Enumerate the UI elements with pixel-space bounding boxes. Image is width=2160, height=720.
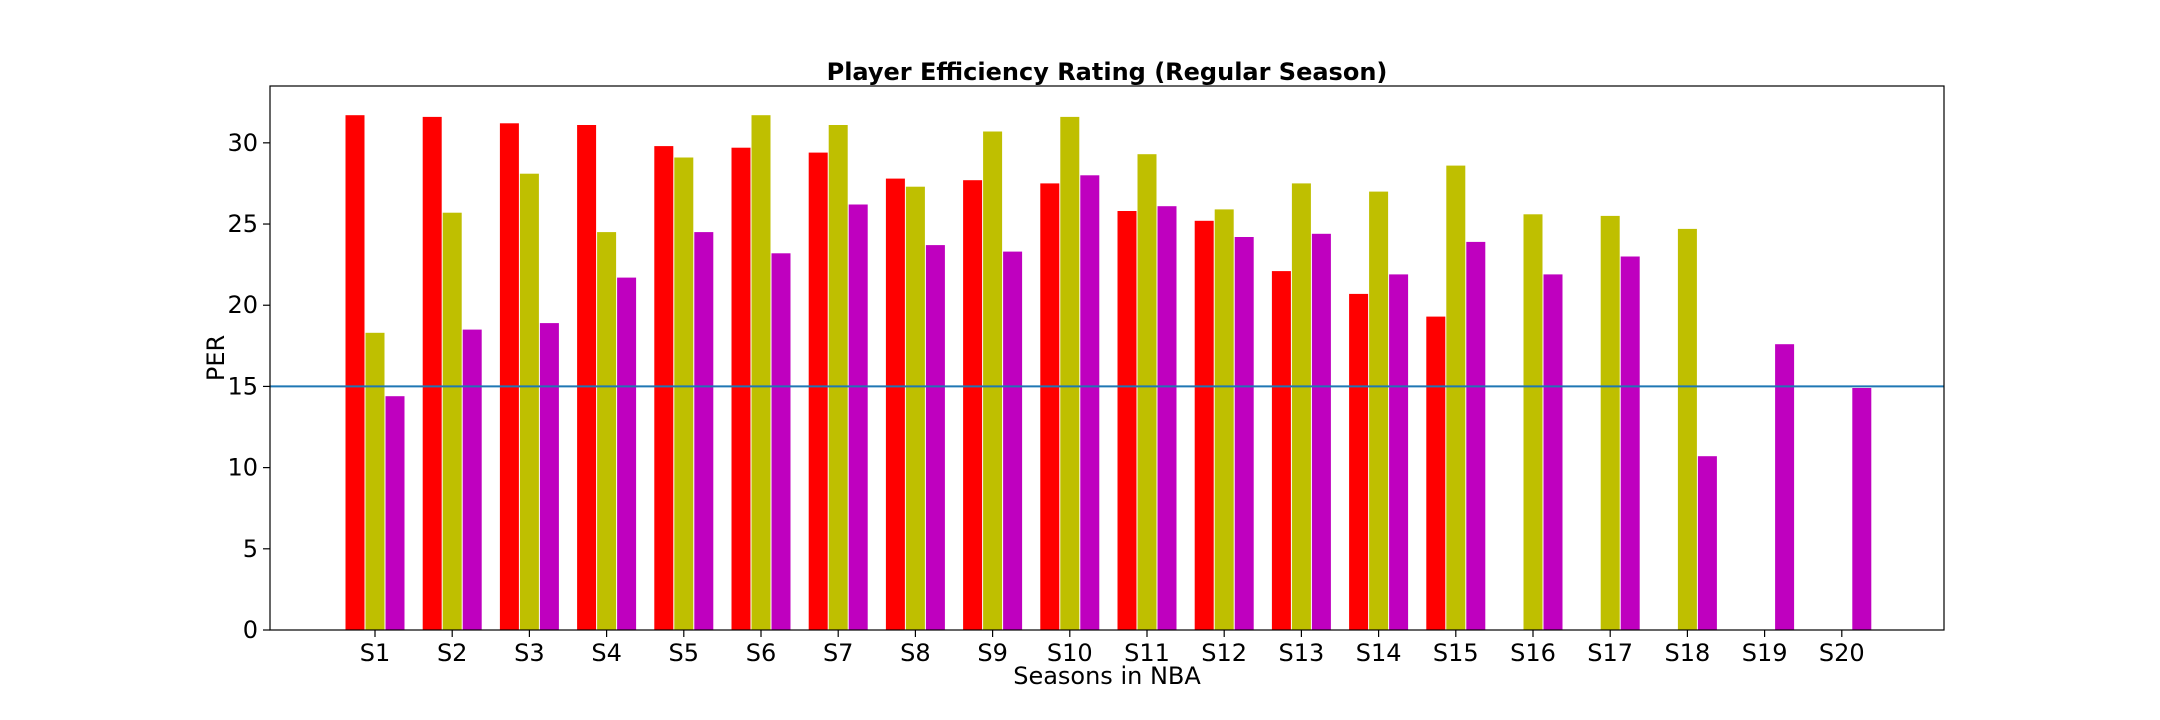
bar-s1-s10: [1040, 183, 1060, 630]
x-tick-label: S15: [1433, 639, 1479, 667]
bar-s3-s13: [1311, 233, 1331, 631]
bar-s1-s4: [577, 125, 597, 630]
bar-s3-s12: [1234, 237, 1254, 630]
x-tick-label: S17: [1587, 639, 1633, 667]
x-tick-label: S7: [823, 639, 854, 667]
bar-s3-s19: [1775, 344, 1795, 630]
bar-s3-s16: [1543, 274, 1563, 630]
plot-frame: [269, 85, 1945, 631]
x-tick-label: S9: [977, 639, 1008, 667]
bar-s3-s3: [539, 323, 559, 630]
bar-s2-s8: [905, 186, 925, 630]
bar-s3-s14: [1389, 274, 1409, 630]
bar-s3-s11: [1157, 206, 1177, 630]
x-axis-label: Seasons in NBA: [1013, 662, 1201, 690]
bar-s2-s14: [1369, 191, 1389, 630]
bar-s2-s2: [442, 212, 462, 630]
bar-s2-s5: [674, 157, 694, 630]
y-tick-label: 10: [227, 454, 258, 482]
bar-s1-s9: [963, 180, 983, 630]
x-axis: S1 S2 S3 S4 S5 S6 S7 S8 S9 S10 S11 S12 S13 S14 S15 S16 S…: [360, 630, 1865, 667]
chart-title: Player Efficiency Rating (Regular Season…: [827, 58, 1388, 86]
bars-group: [345, 115, 1872, 631]
bar-s3-s10: [1080, 175, 1100, 631]
x-tick-label: S4: [591, 639, 622, 667]
bar-s3-s18: [1697, 456, 1717, 630]
bar-s1-s6: [731, 147, 751, 630]
bar-s3-s2: [462, 329, 482, 630]
x-tick-label: S14: [1356, 639, 1402, 667]
x-tick-label: S19: [1742, 639, 1788, 667]
bar-s1-s14: [1349, 293, 1369, 630]
bar-s1-s13: [1271, 271, 1291, 630]
bar-s1-s7: [808, 152, 828, 630]
bar-s3-s6: [771, 253, 791, 631]
x-tick-label: S11: [1124, 639, 1170, 667]
y-tick-label: 30: [227, 129, 258, 157]
bar-s3-s15: [1466, 241, 1486, 630]
bar-s2-s17: [1600, 215, 1620, 630]
x-tick-label: S18: [1665, 639, 1711, 667]
bar-s2-s15: [1446, 165, 1466, 630]
y-tick-label: 25: [227, 210, 258, 238]
y-tick-label: 15: [227, 372, 258, 400]
bar-s1-s2: [422, 116, 442, 630]
bar-s2-s13: [1291, 183, 1311, 630]
x-tick-label: S3: [514, 639, 545, 667]
bar-s1-s11: [1117, 211, 1137, 630]
y-axis: 0 5 10 15 20 25 30: [227, 129, 270, 644]
x-tick-label: S10: [1047, 639, 1093, 667]
bar-s3-s17: [1620, 256, 1640, 630]
x-tick-label: S8: [900, 639, 931, 667]
bar-s1-s5: [654, 146, 674, 630]
bar-s2-s10: [1060, 116, 1080, 630]
x-tick-label: S5: [669, 639, 700, 667]
x-tick-label: S16: [1510, 639, 1556, 667]
bar-s1-s12: [1194, 220, 1214, 631]
bar-s1-s8: [885, 178, 905, 630]
x-tick-label: S1: [360, 639, 391, 667]
bar-s3-s20: [1852, 388, 1872, 630]
y-tick-label: 0: [243, 616, 258, 644]
bar-s3-s9: [1003, 251, 1023, 630]
bar-s3-s1: [385, 396, 405, 630]
x-tick-label: S13: [1279, 639, 1325, 667]
y-tick-label: 5: [243, 535, 258, 563]
bar-s3-s4: [617, 277, 637, 630]
bar-s3-s7: [848, 204, 868, 630]
x-tick-label: S2: [437, 639, 468, 667]
x-tick-label: S12: [1201, 639, 1247, 667]
x-tick-label: S6: [746, 639, 777, 667]
x-tick-label: S20: [1819, 639, 1865, 667]
bar-s1-s3: [499, 123, 519, 631]
bar-s2-s12: [1214, 209, 1234, 630]
bar-s2-s6: [751, 115, 771, 630]
bar-s2-s16: [1523, 214, 1543, 631]
bar-s2-s11: [1137, 154, 1157, 630]
bar-s3-s8: [925, 245, 945, 630]
bar-s2-s4: [597, 232, 617, 630]
bar-s2-s1: [365, 332, 385, 630]
bar-s3-s5: [694, 232, 714, 630]
bar-s2-s7: [828, 125, 848, 630]
bar-s2-s3: [519, 173, 539, 630]
bar-s1-s1: [345, 115, 365, 630]
bar-s2-s9: [983, 131, 1003, 630]
bar-s2-s18: [1677, 228, 1697, 630]
y-axis-label: PER: [202, 335, 230, 381]
y-tick-label: 20: [227, 291, 258, 319]
bar-s1-s15: [1426, 316, 1446, 630]
